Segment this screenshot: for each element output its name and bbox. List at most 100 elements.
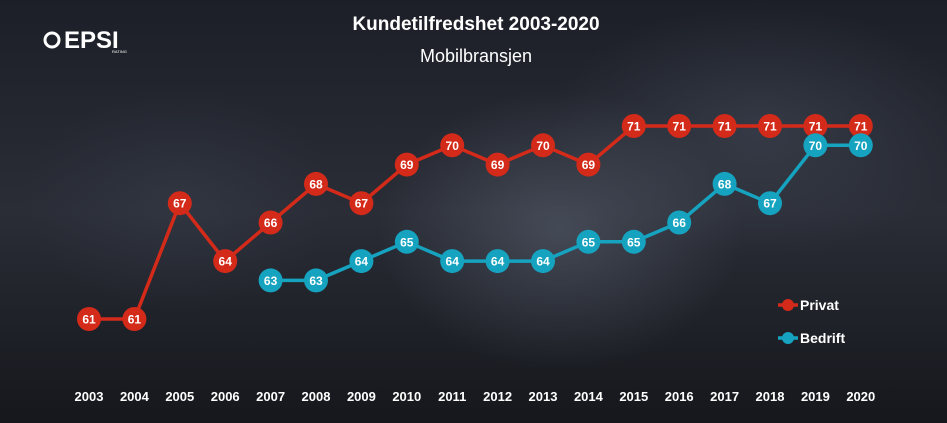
data-label: 70: [809, 139, 823, 153]
data-label: 66: [264, 216, 278, 230]
data-point: [258, 210, 283, 235]
data-label: 70: [446, 139, 460, 153]
data-label: 61: [82, 313, 96, 327]
data-point: [258, 268, 283, 293]
data-point: [621, 229, 646, 254]
data-label: 64: [355, 255, 369, 269]
x-tick-label: 2018: [756, 389, 785, 404]
data-point: [531, 249, 555, 274]
data-label: 67: [173, 197, 187, 211]
x-tick-label: 2006: [211, 389, 240, 404]
data-label: 71: [854, 120, 868, 134]
x-tick-label: 2008: [302, 389, 331, 404]
data-point: [213, 249, 238, 274]
data-label: 71: [673, 120, 687, 134]
data-label: 71: [809, 120, 823, 134]
data-point: [122, 307, 147, 331]
data-label: 61: [128, 313, 142, 327]
data-point: [712, 114, 737, 138]
data-point: [349, 191, 374, 216]
data-label: 63: [264, 274, 278, 288]
x-tick-label: 2016: [665, 389, 694, 404]
x-tick-label: 2004: [120, 389, 150, 404]
data-point: [167, 191, 192, 216]
legend: Privat Bedrift: [778, 297, 845, 346]
data-point: [667, 210, 692, 235]
legend-item-privat: Privat: [778, 297, 839, 313]
chart-subtitle: Mobilbransjen: [420, 46, 532, 66]
x-tick-label: 2003: [75, 389, 104, 404]
data-label: 65: [582, 235, 596, 249]
data-point: [758, 114, 782, 138]
data-point: [712, 171, 737, 196]
data-point: [394, 152, 419, 177]
data-point: [576, 152, 601, 177]
x-tick-label: 2009: [347, 389, 376, 404]
data-point: [621, 114, 646, 138]
data-point: [576, 229, 601, 254]
data-point: [349, 249, 374, 274]
data-label: 63: [309, 274, 323, 288]
series-privat: 61 61 67 64 66 68 67 69 70 69 70 69 71 71 71 71 71 71: [77, 114, 873, 331]
series-line: [89, 124, 861, 321]
data-point: [485, 249, 510, 274]
data-point: [803, 133, 828, 158]
logo-mark-icon: [43, 31, 61, 49]
data-point: [304, 268, 328, 293]
data-label: 70: [536, 139, 550, 153]
data-label: 67: [763, 197, 777, 211]
x-tick-label: 2019: [801, 389, 830, 404]
data-label: 69: [491, 158, 505, 172]
chart-title: Kundetilfredshet 2003-2020: [352, 14, 599, 35]
x-tick-label: 2013: [529, 389, 558, 404]
data-point: [803, 114, 828, 138]
data-point: [77, 307, 101, 331]
data-point: [485, 152, 510, 177]
data-label: 66: [673, 216, 687, 230]
data-point: [440, 249, 465, 274]
x-tick-label: 2007: [256, 389, 285, 404]
data-label: 71: [627, 120, 641, 134]
data-label: 71: [763, 120, 777, 134]
data-point: [667, 114, 692, 138]
legend-item-bedrift: Bedrift: [778, 330, 845, 346]
x-tick-label: 2010: [392, 389, 421, 404]
data-label: 64: [491, 255, 505, 269]
data-point: [440, 133, 465, 158]
logo-subtext: RATING: [112, 49, 127, 54]
x-tick-label: 2005: [165, 389, 194, 404]
logo-text: EPSI: [64, 27, 119, 54]
data-label: 64: [219, 255, 233, 269]
data-label: 65: [400, 235, 414, 249]
legend-label: Bedrift: [800, 330, 845, 346]
data-label: 69: [582, 158, 596, 172]
legend-marker: [782, 299, 794, 311]
x-axis: 2003 2004 2005 2006 2007 2008 2009 2010 2011 2012…: [75, 389, 876, 404]
x-tick-label: 2014: [574, 389, 604, 404]
data-point: [394, 229, 419, 254]
x-tick-label: 2012: [483, 389, 512, 404]
data-label: 64: [446, 255, 460, 269]
data-label: 64: [536, 255, 550, 269]
x-tick-label: 2017: [710, 389, 739, 404]
data-label: 67: [355, 197, 369, 211]
x-tick-label: 2011: [438, 389, 466, 404]
data-label: 70: [854, 139, 868, 153]
legend-label: Privat: [800, 297, 839, 313]
x-tick-label: 2020: [846, 389, 875, 404]
data-point: [758, 191, 782, 216]
data-label: 71: [718, 120, 732, 134]
data-label: 69: [400, 158, 414, 172]
data-point: [304, 171, 328, 196]
x-tick-label: 2015: [619, 389, 648, 404]
data-point: [848, 114, 873, 138]
data-point: [848, 133, 873, 158]
data-label: 65: [627, 235, 641, 249]
legend-marker: [782, 332, 794, 344]
logo: EPSI RATING: [43, 27, 127, 54]
data-label: 68: [718, 177, 732, 191]
series-bedrift: 63 63 64 65 64 64 64 65 65 66 68 67 70 70: [258, 133, 873, 293]
